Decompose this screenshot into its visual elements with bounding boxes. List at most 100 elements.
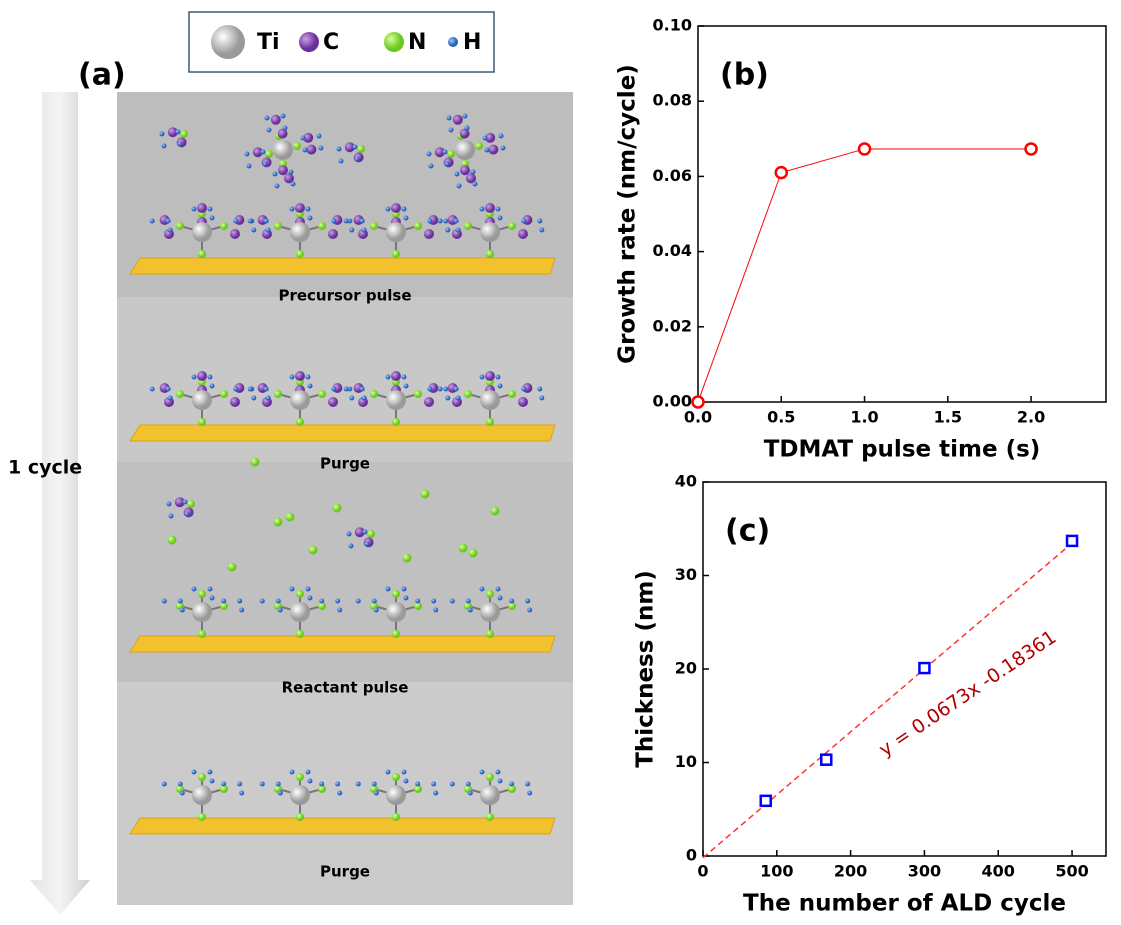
atom-h [272,171,278,177]
atom-n [370,222,378,230]
atom-h [539,227,545,233]
atom-h [307,383,313,389]
atom-n [296,773,304,781]
atom-h [403,778,409,784]
atom-n [167,535,177,545]
atom-h [263,386,269,392]
y-tick-label: 30 [675,565,697,584]
atom-n [392,630,400,638]
atom-h [521,218,527,224]
atom-h [352,144,358,150]
atom-h [207,206,213,212]
atom-h [443,218,449,224]
atom-h [260,149,266,155]
atom-h [246,163,252,169]
atom-h [495,769,501,775]
atom-n [176,222,184,230]
atom-h [385,586,391,592]
atom-h [239,607,245,613]
atom-h [247,386,253,392]
atom-n [508,390,516,398]
x-tick-label: 2.0 [1017,408,1045,427]
step-label: Reactant pulse [282,679,409,697]
atom-h [221,598,227,604]
atom-ti [480,222,500,242]
atom-n [464,390,472,398]
atom-h [455,227,461,233]
atom-n [274,390,282,398]
atom-c [391,203,401,213]
atom-c [488,144,499,155]
atom-h [346,531,352,537]
atom-c [459,128,470,139]
atom-c [303,132,314,143]
atom-h [233,218,239,224]
atom-c [466,173,476,184]
atom-h [539,395,545,401]
atom-h [161,598,167,604]
atom-n [414,602,422,610]
atom-h [359,218,365,224]
atom-n [392,773,400,781]
atom-n [318,785,326,793]
fit-line [702,542,1073,859]
atom-h [300,135,306,141]
atom-h [385,374,391,380]
atom-c [277,128,288,139]
atom-h [433,790,439,796]
atom-c [485,203,495,213]
step-label: Purge [320,455,370,473]
atom-c [328,397,338,407]
atom-h [337,607,343,613]
atom-h [275,598,281,604]
atom-h [337,790,343,796]
cycle-arrow [30,92,90,915]
atom-h [361,227,367,233]
atom-h [191,586,197,592]
atom-h [209,778,215,784]
y-tick-label: 0.04 [653,241,692,260]
atom-h [209,595,215,601]
atom-c [485,371,495,381]
y-tick-label: 0.08 [653,91,692,110]
atom-h [191,374,197,380]
atom-n [490,506,500,516]
substrate [129,635,556,653]
atom-ti [192,222,212,242]
atom-h [307,215,313,221]
atom-c [197,203,207,213]
atom-h [479,769,485,775]
data-line [697,148,1032,403]
atom-h [462,113,468,119]
atom-h [302,147,308,153]
atom-h [335,781,341,787]
atom-h [453,386,459,392]
atom-h [449,781,455,787]
atom-ti [480,390,500,410]
data-point [918,661,931,675]
atom-n [414,785,422,793]
data-point [820,753,833,766]
atom-h [403,383,409,389]
atom-h [373,790,379,796]
atom-n [468,548,478,558]
atom-h [305,206,311,212]
atom-h [247,218,253,224]
atom-h [403,215,409,221]
atom-h [385,769,391,775]
atom-h [497,595,503,601]
atom-h [319,781,325,787]
legend-label: C [323,30,339,55]
atom-h [264,115,270,121]
atom-h [307,778,313,784]
atom-h [415,598,421,604]
x-tick-label: 500 [1055,862,1088,881]
atom-h [318,145,324,151]
atom-h [479,206,485,212]
atom-ti [192,602,212,622]
x-tick-label: 1.0 [850,408,878,427]
atom-n [308,545,318,555]
atom-h [527,607,533,613]
atom-h [401,769,407,775]
atom-h [288,169,294,175]
